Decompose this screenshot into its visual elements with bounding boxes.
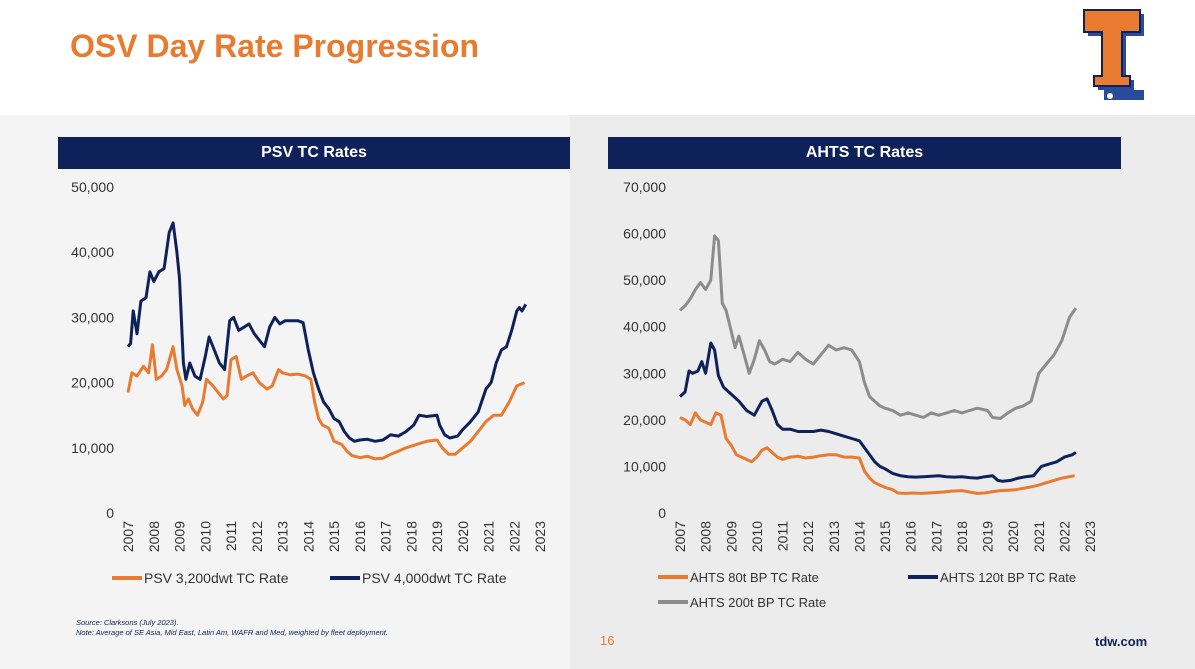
left-panel xyxy=(0,115,570,669)
y-tick-label: 40,000 xyxy=(623,319,666,335)
x-tick-label: 2013 xyxy=(826,521,842,552)
x-tick-label: 2012 xyxy=(249,521,265,552)
x-tick-label: 2019 xyxy=(429,521,445,552)
x-tick-label: 2011 xyxy=(223,521,239,551)
y-tick-label: 30,000 xyxy=(71,309,114,325)
y-tick-label: 20,000 xyxy=(71,375,114,391)
x-tick-label: 2017 xyxy=(378,521,394,552)
y-tick-label: 50,000 xyxy=(623,272,666,288)
y-tick-label: 20,000 xyxy=(623,412,666,428)
x-tick-label: 2017 xyxy=(928,521,944,552)
x-tick-label: 2020 xyxy=(455,521,471,552)
x-tick-label: 2023 xyxy=(532,521,548,552)
source-note: Source: Clarksons (July 2023). xyxy=(76,618,179,627)
x-tick-label: 2009 xyxy=(172,521,188,552)
x-tick-label: 2022 xyxy=(506,521,522,552)
y-tick-label: 0 xyxy=(106,505,114,521)
ahts-chart-title: AHTS TC Rates xyxy=(608,137,1121,169)
x-tick-label: 2014 xyxy=(300,521,316,552)
y-tick-label: 10,000 xyxy=(623,458,666,474)
y-tick-label: 60,000 xyxy=(623,226,666,242)
legend-label: PSV 3,200dwt TC Rate xyxy=(144,570,289,586)
x-tick-label: 2011 xyxy=(775,521,791,551)
series-line xyxy=(126,221,528,443)
x-tick-label: 2008 xyxy=(146,521,162,552)
series-line xyxy=(126,343,526,461)
x-tick-label: 2007 xyxy=(672,521,688,552)
legend-label: PSV 4,000dwt TC Rate xyxy=(362,570,507,586)
y-tick-label: 40,000 xyxy=(71,244,114,260)
ahts-chart: 0 10,000 20,000 30,000 40,000 50,000 60,000 70,… xyxy=(623,179,1098,610)
y-tick-label: 30,000 xyxy=(623,365,666,381)
x-tick-label: 2009 xyxy=(723,521,739,552)
website-link[interactable]: tdw.com xyxy=(1095,634,1148,649)
series-line xyxy=(678,341,1077,483)
psv-chart-title: PSV TC Rates xyxy=(58,137,570,169)
x-tick-label: 2008 xyxy=(698,521,714,552)
x-tick-label: 2014 xyxy=(851,521,867,552)
x-tick-label: 2015 xyxy=(877,521,893,552)
x-tick-label: 2016 xyxy=(352,521,368,552)
legend-label: AHTS 80t BP TC Rate xyxy=(690,570,819,585)
series-line xyxy=(678,234,1078,420)
page-title: OSV Day Rate Progression xyxy=(70,28,480,64)
x-tick-label: 2019 xyxy=(980,521,996,552)
y-tick-label: 10,000 xyxy=(71,440,114,456)
y-tick-label: 0 xyxy=(658,505,666,521)
x-tick-label: 2023 xyxy=(1082,521,1098,552)
header: OSV Day Rate Progression xyxy=(0,0,1195,115)
y-tick-label: 70,000 xyxy=(623,179,666,195)
x-tick-label: 2013 xyxy=(275,521,291,552)
x-tick-label: 2022 xyxy=(1056,521,1072,552)
x-tick-label: 2021 xyxy=(481,521,497,552)
x-tick-label: 2021 xyxy=(1031,521,1047,552)
legend-label: AHTS 120t BP TC Rate xyxy=(940,570,1076,585)
x-tick-label: 2012 xyxy=(800,521,816,552)
x-tick-label: 2016 xyxy=(903,521,919,552)
x-tick-label: 2010 xyxy=(749,521,765,552)
x-tick-label: 2018 xyxy=(954,521,970,552)
x-tick-label: 2018 xyxy=(403,521,419,552)
x-tick-label: 2007 xyxy=(120,521,136,552)
methodology-note: Note: Average of SE Asia, Mid East, Lati… xyxy=(76,628,388,637)
x-tick-label: 2020 xyxy=(1005,521,1021,552)
series-line xyxy=(679,411,1075,495)
legend-label: AHTS 200t BP TC Rate xyxy=(690,595,826,610)
psv-chart: 0 10,000 20,000 30,000 40,000 50,000 2007 2008 2… xyxy=(71,179,548,586)
x-tick-label: 2015 xyxy=(326,521,342,552)
tidewater-logo-icon xyxy=(1083,9,1144,100)
y-tick-label: 50,000 xyxy=(71,179,114,195)
page-number: 16 xyxy=(600,633,615,648)
x-tick-label: 2010 xyxy=(197,521,213,552)
